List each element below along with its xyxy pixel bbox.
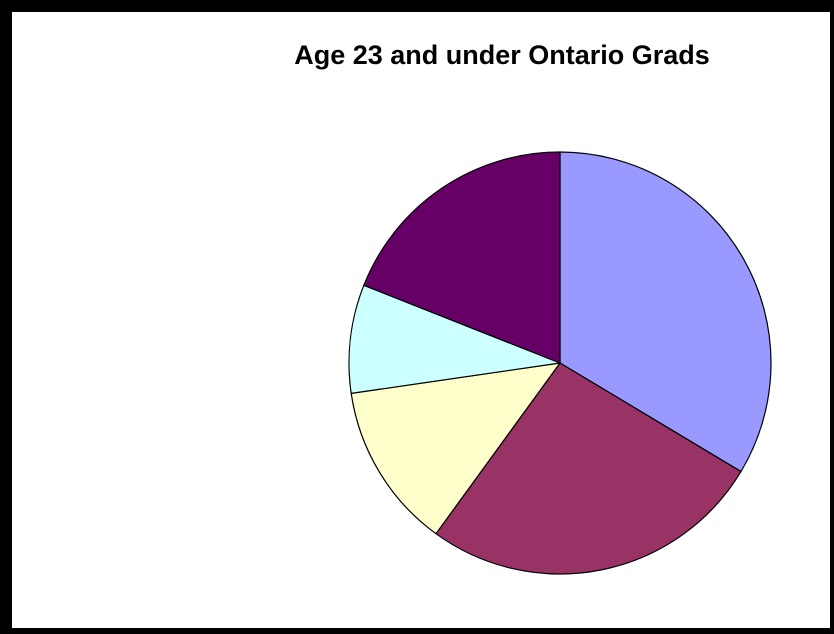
pie-slice-4	[348, 284, 561, 394]
pie-slice-1	[559, 151, 772, 473]
pie-slice-2	[435, 362, 742, 575]
pie-slices	[348, 151, 772, 575]
pie-slice-5	[363, 151, 561, 364]
pie-slice-3	[350, 362, 561, 535]
chart-title: Age 23 and under Ontario Grads	[294, 40, 710, 70]
